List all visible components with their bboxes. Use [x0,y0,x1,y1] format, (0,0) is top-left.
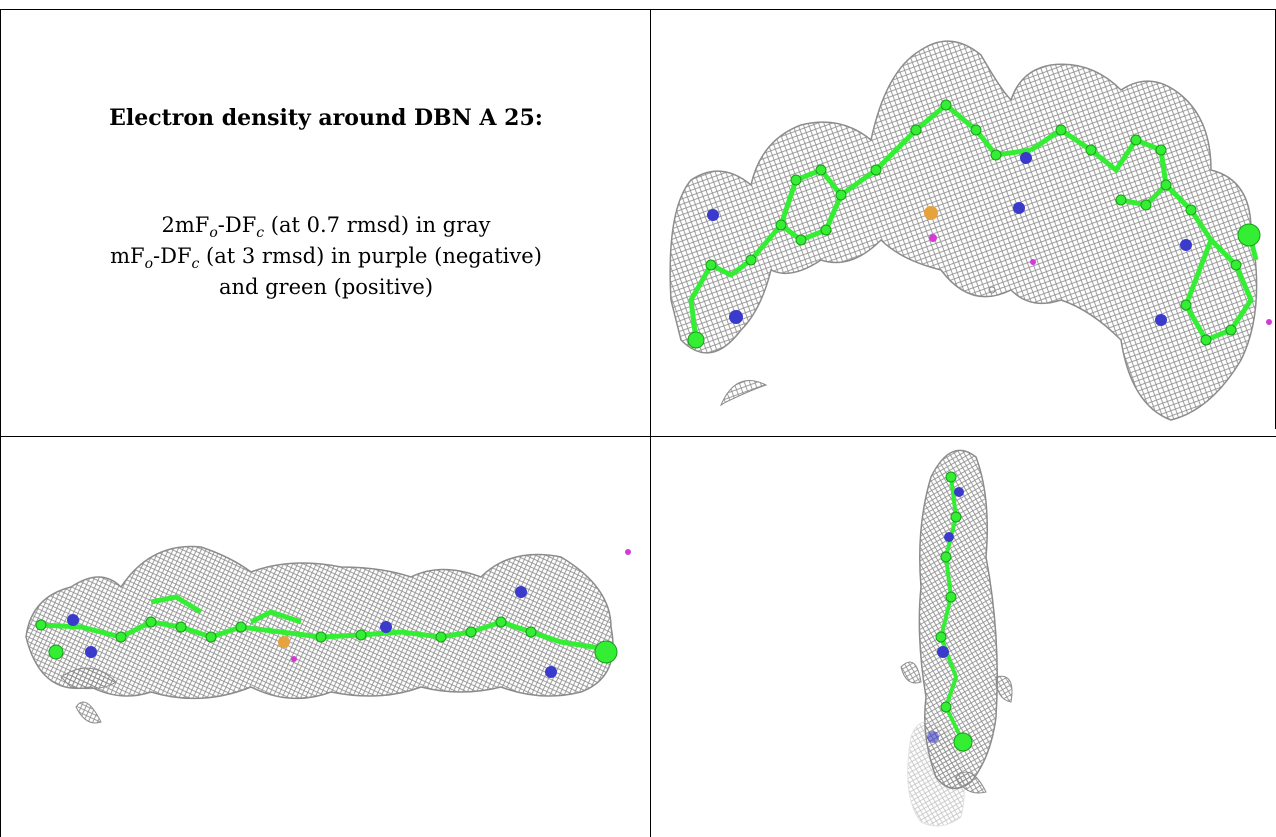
legend-line-gray: 2mFo-DFc (at 0.7 rmsd) in gray [161,213,491,241]
nitrogen-atoms [927,487,964,743]
density-image-side-view [25,545,631,724]
mesh-fragment-lower [60,667,117,690]
mesh-envelope [669,40,1258,421]
nitrogen-atoms [707,152,1192,326]
density-image-top-view [669,40,1272,421]
mesh-envelope-faded [907,721,965,827]
mesh-envelope [25,545,614,700]
mesh-fragment-right [995,675,1013,703]
border-middle [650,9,651,837]
mesh-fragment [988,286,996,294]
nitrogen-atoms [67,586,557,678]
carbon-atoms [35,616,618,664]
figure-legend: 2mFo-DFc (at 0.7 rmsd) in gray mFo-DFc (… [1,210,650,303]
density-panel-side-view [1,437,650,837]
border-top [0,9,1276,10]
legend-line-positive: and green (positive) [218,275,434,299]
border-row-divider [0,436,1276,437]
density-image-end-view [900,449,1013,827]
figure-title: Electron density around DBN A 25: [109,105,543,131]
density-panel-end-view [651,437,1275,837]
carbon-atoms [935,471,973,752]
sulfur-atom [278,636,290,648]
negative-density [929,234,1272,325]
sulfur-atom [924,206,938,220]
negative-density [291,549,631,662]
border-left [0,9,1,837]
mesh-fragment-lower [719,380,768,407]
mesh-fragment-bottom [75,701,102,724]
caption-cell: Electron density around DBN A 25: 2mFo-D… [1,10,650,436]
legend-line-difference: mFo-DFc (at 3 rmsd) in purple (negative) [110,244,542,272]
mesh-fragment-bottom [955,771,987,794]
carbon-atoms [687,99,1261,349]
mesh-fragment-left [900,661,922,684]
density-panel-top-view [651,10,1275,436]
